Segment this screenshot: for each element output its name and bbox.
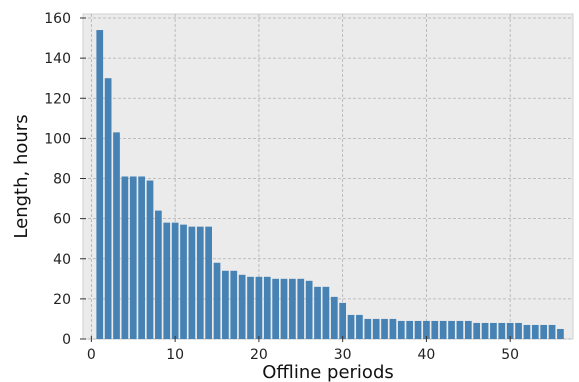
bar bbox=[389, 318, 397, 339]
y-tick-label: 120 bbox=[44, 91, 71, 107]
y-tick-label: 20 bbox=[53, 292, 71, 308]
bar bbox=[121, 176, 129, 339]
bar bbox=[104, 78, 112, 339]
x-tick-label: 0 bbox=[87, 347, 96, 363]
bar bbox=[423, 320, 430, 339]
bar bbox=[322, 286, 330, 339]
bar bbox=[372, 318, 380, 339]
bar bbox=[314, 286, 321, 339]
bar bbox=[515, 322, 522, 339]
bar bbox=[247, 276, 254, 339]
bar bbox=[431, 320, 439, 339]
bar bbox=[531, 324, 539, 339]
y-tick-label: 80 bbox=[53, 172, 71, 188]
bar bbox=[397, 320, 405, 339]
bar bbox=[96, 30, 104, 340]
bar bbox=[196, 226, 204, 339]
bar bbox=[238, 274, 246, 339]
bars bbox=[96, 30, 564, 340]
bar bbox=[213, 262, 221, 339]
x-tick-label: 50 bbox=[501, 347, 519, 363]
bar bbox=[448, 320, 455, 339]
bar bbox=[155, 210, 162, 339]
y-axis-title: Length, hours bbox=[11, 114, 32, 238]
bar bbox=[456, 320, 464, 339]
bar bbox=[180, 224, 187, 339]
bar bbox=[230, 270, 238, 339]
y-tick-label: 40 bbox=[53, 252, 71, 268]
bar bbox=[481, 322, 489, 339]
bar bbox=[381, 318, 388, 339]
bar bbox=[171, 222, 179, 339]
bar bbox=[439, 320, 447, 339]
bar bbox=[222, 270, 229, 339]
bar bbox=[289, 278, 296, 339]
bar bbox=[163, 222, 171, 339]
x-axis-title: Offline periods bbox=[262, 362, 394, 382]
bar bbox=[272, 278, 279, 339]
bar bbox=[205, 226, 212, 339]
bar bbox=[146, 180, 154, 339]
bar bbox=[540, 324, 548, 339]
bar bbox=[364, 318, 372, 339]
y-tick-label: 160 bbox=[44, 11, 71, 27]
x-tick-label: 20 bbox=[250, 347, 268, 363]
bar bbox=[347, 314, 355, 339]
bar bbox=[548, 324, 556, 339]
bar bbox=[414, 320, 422, 339]
bar bbox=[113, 132, 120, 339]
bar bbox=[473, 322, 481, 339]
y-tick-label: 60 bbox=[53, 212, 71, 228]
bar bbox=[280, 278, 288, 339]
bar bbox=[464, 320, 472, 339]
bar bbox=[506, 322, 514, 339]
bar bbox=[498, 322, 506, 339]
bar bbox=[297, 278, 305, 339]
bar bbox=[406, 320, 414, 339]
bar bbox=[138, 176, 145, 339]
bar bbox=[129, 176, 137, 339]
y-tick-label: 0 bbox=[62, 332, 71, 348]
axis-ticks: 0 10 20 30 40 50 0 20 40 60 80 100 120 140 160 bbox=[44, 11, 519, 363]
bar bbox=[330, 296, 338, 339]
bar bbox=[523, 324, 531, 339]
bar bbox=[305, 280, 313, 339]
bar bbox=[557, 328, 564, 339]
bar bbox=[255, 276, 263, 339]
bar bbox=[263, 276, 271, 339]
y-tick-label: 140 bbox=[44, 51, 71, 67]
y-tick-label: 100 bbox=[44, 131, 71, 147]
x-tick-label: 40 bbox=[418, 347, 436, 363]
x-tick-label: 30 bbox=[334, 347, 352, 363]
bar bbox=[490, 322, 497, 339]
x-tick-label: 10 bbox=[166, 347, 184, 363]
bar bbox=[356, 314, 363, 339]
bar bbox=[188, 226, 196, 339]
bar bbox=[339, 302, 347, 339]
